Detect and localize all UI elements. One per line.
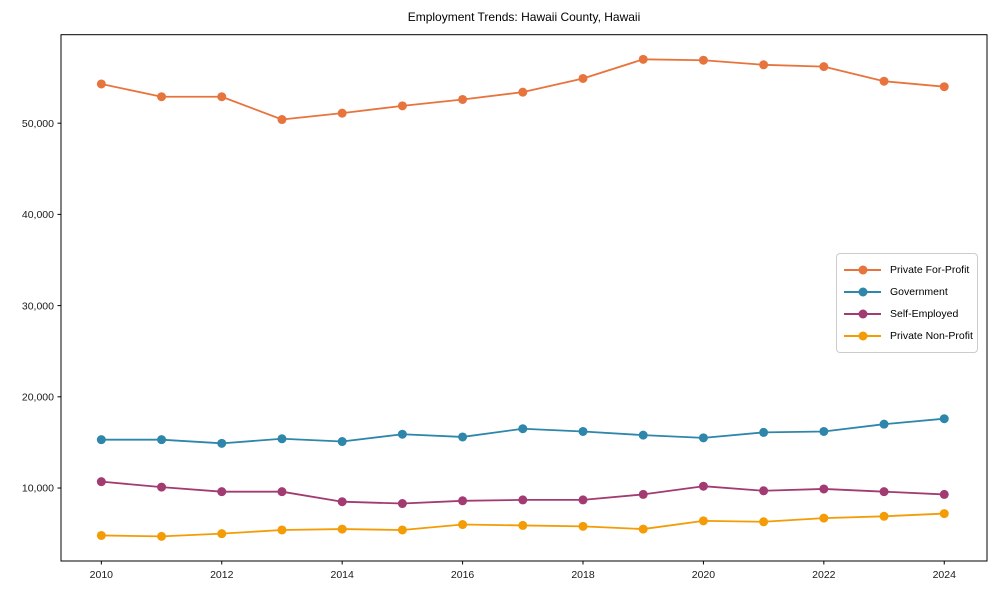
data-point-government <box>939 414 949 424</box>
legend-item-self-employed: Self-Employed <box>844 303 970 325</box>
data-point-government <box>397 429 407 439</box>
data-point-private-non-profit <box>458 520 468 530</box>
data-point-government <box>96 435 106 445</box>
data-point-self-employed <box>819 484 829 494</box>
legend-line-marker-swatch <box>844 265 881 275</box>
data-point-private-non-profit <box>518 520 528 530</box>
x-tick-label: 2012 <box>210 569 234 581</box>
legend-item-government: Government <box>844 281 970 303</box>
x-tick-label: 2020 <box>692 569 716 581</box>
data-point-self-employed <box>337 497 347 507</box>
legend-line-marker-swatch <box>844 309 881 319</box>
data-point-private-non-profit <box>337 524 347 534</box>
data-point-private-for-profit <box>578 73 588 83</box>
legend-marker-dot <box>858 265 867 275</box>
data-point-self-employed <box>578 495 588 505</box>
legend-label: Private For-Profit <box>890 264 970 276</box>
data-point-self-employed <box>217 487 227 497</box>
legend-marker-dot <box>858 309 867 319</box>
x-tick-label: 2018 <box>571 569 595 581</box>
data-point-private-non-profit <box>217 529 227 539</box>
x-tick-label: 2022 <box>812 569 836 581</box>
data-point-private-for-profit <box>217 92 227 102</box>
data-point-private-for-profit <box>458 94 468 104</box>
y-tick-label: 50,000 <box>22 118 54 130</box>
data-point-private-non-profit <box>819 513 829 523</box>
data-point-self-employed <box>458 496 468 506</box>
legend-line-marker-swatch <box>844 287 881 297</box>
data-point-government <box>578 426 588 436</box>
data-point-self-employed <box>879 487 889 497</box>
data-point-private-non-profit <box>397 525 407 535</box>
data-point-private-non-profit <box>157 531 167 541</box>
data-point-government <box>698 433 708 443</box>
data-point-private-for-profit <box>698 55 708 65</box>
data-point-private-for-profit <box>879 76 889 86</box>
data-point-government <box>277 434 287 444</box>
data-point-private-for-profit <box>638 54 648 64</box>
x-tick-label: 2010 <box>90 569 114 581</box>
data-point-private-for-profit <box>939 82 949 92</box>
legend-item-private-non-profit: Private Non-Profit <box>844 325 973 347</box>
data-point-private-for-profit <box>819 62 829 72</box>
legend-item-private-for-profit: Private For-Profit <box>844 259 970 281</box>
data-point-private-non-profit <box>879 511 889 521</box>
data-point-private-for-profit <box>277 115 287 125</box>
legend: Private For-Profit Government Self-Employe… <box>836 253 978 353</box>
y-tick-label: 30,000 <box>22 300 54 312</box>
data-point-government <box>157 435 167 445</box>
data-point-private-non-profit <box>939 509 949 519</box>
data-point-private-for-profit <box>337 108 347 118</box>
data-point-self-employed <box>939 489 949 499</box>
data-point-private-for-profit <box>397 101 407 111</box>
legend-line-marker-swatch <box>844 331 881 341</box>
data-point-private-non-profit <box>277 525 287 535</box>
data-point-self-employed <box>397 499 407 509</box>
data-point-private-non-profit <box>759 517 769 527</box>
data-point-private-non-profit <box>578 521 588 531</box>
axes-box <box>60 34 988 562</box>
data-point-self-employed <box>157 482 167 492</box>
legend-marker-dot <box>858 287 867 297</box>
data-point-private-non-profit <box>96 530 106 540</box>
x-tick-label: 2016 <box>451 569 475 581</box>
data-point-government <box>759 427 769 437</box>
data-point-private-for-profit <box>759 60 769 70</box>
data-point-private-non-profit <box>638 524 648 534</box>
data-point-self-employed <box>638 489 648 499</box>
data-point-self-employed <box>518 495 528 505</box>
data-point-self-employed <box>759 486 769 496</box>
data-point-private-for-profit <box>518 87 528 97</box>
data-point-government <box>638 430 648 440</box>
data-point-self-employed <box>96 477 106 487</box>
y-tick-label: 40,000 <box>22 209 54 221</box>
data-point-private-for-profit <box>157 92 167 102</box>
data-point-government <box>337 437 347 447</box>
data-point-government <box>879 419 889 429</box>
legend-label: Government <box>890 286 948 298</box>
y-tick-label: 10,000 <box>22 483 54 495</box>
data-point-self-employed <box>277 487 287 497</box>
data-point-self-employed <box>698 481 708 491</box>
legend-label: Private Non-Profit <box>890 330 973 342</box>
y-tick-label: 20,000 <box>22 392 54 404</box>
data-point-private-non-profit <box>698 516 708 526</box>
data-point-private-for-profit <box>96 79 106 89</box>
data-point-government <box>518 424 528 434</box>
chart-title: Employment Trends: Hawaii County, Hawaii <box>407 10 641 24</box>
data-point-government <box>458 432 468 442</box>
x-tick-label: 2024 <box>933 569 957 581</box>
legend-marker-dot <box>858 331 867 341</box>
legend-label: Self-Employed <box>890 308 959 320</box>
data-point-government <box>217 438 227 448</box>
data-point-government <box>819 426 829 436</box>
x-tick-label: 2014 <box>330 569 354 581</box>
